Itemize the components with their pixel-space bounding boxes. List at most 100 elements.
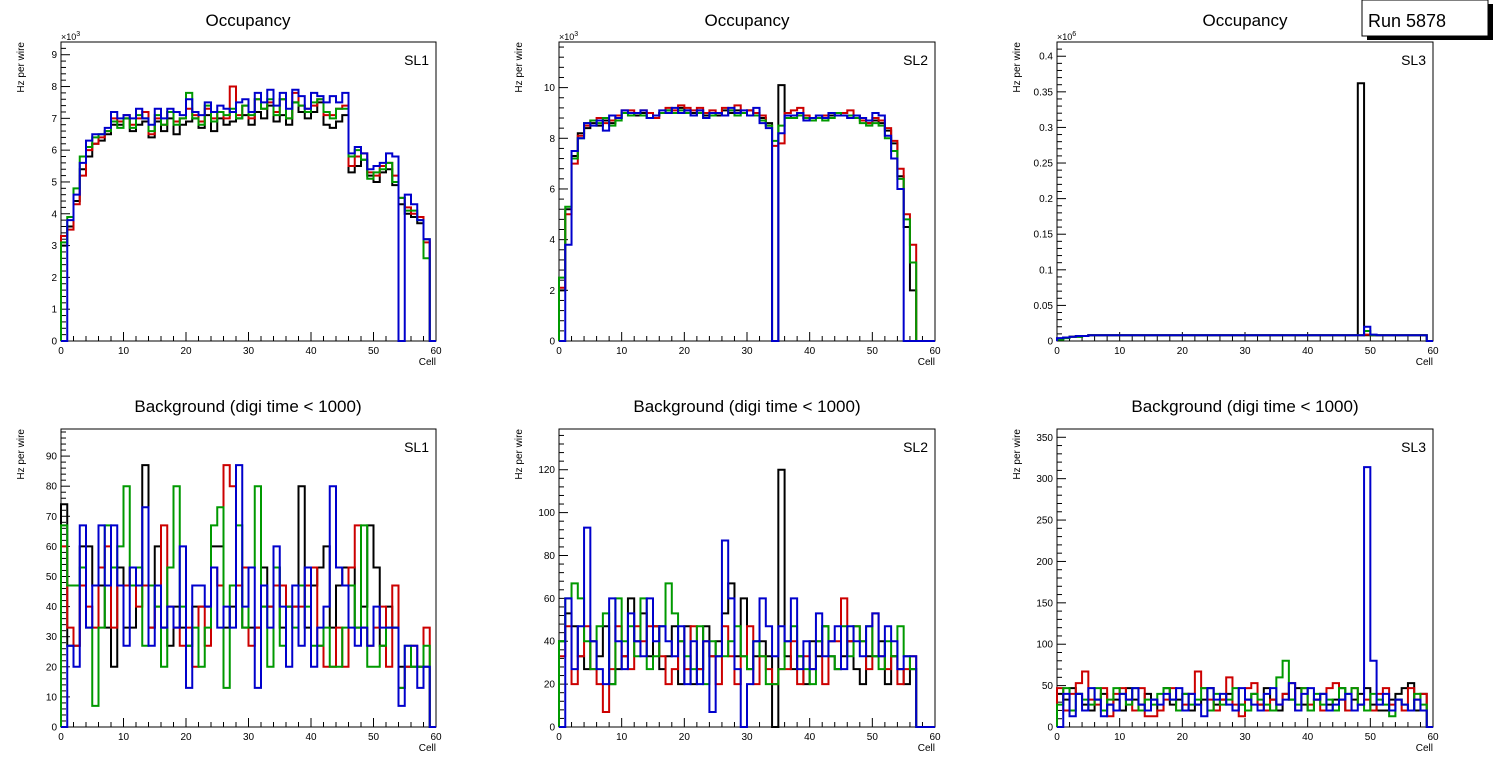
- y-exponent-base: ×10: [559, 32, 574, 42]
- histogram-series-layer-2: [558, 104, 935, 342]
- x-tick-label: 20: [1177, 732, 1189, 743]
- y-tick-label: 0: [549, 723, 555, 734]
- y-tick-label: 0.25: [1034, 159, 1054, 170]
- superlayer-label: SL1: [404, 52, 429, 68]
- y-tick-label: 50: [46, 572, 58, 583]
- y-tick-label: 20: [544, 680, 556, 691]
- y-tick-label: 80: [46, 482, 58, 493]
- x-tick-label: 40: [305, 732, 317, 743]
- x-tick-label: 10: [1114, 732, 1126, 743]
- y-exponent-base: ×10: [1057, 32, 1072, 42]
- y-tick-label: 0.3: [1039, 123, 1053, 134]
- y-exponent-power: 6: [1072, 31, 1076, 38]
- run-label-box: Run 5878: [1361, 0, 1493, 40]
- x-tick-label: 50: [368, 346, 380, 357]
- y-axis-label: Hz per wire: [16, 429, 27, 480]
- plot-frame: [1056, 41, 1434, 342]
- y-tick-label: 40: [46, 602, 58, 613]
- x-tick-label: 40: [1302, 732, 1314, 743]
- y-tick-label: 6: [51, 146, 57, 157]
- y-tick-label: 80: [544, 551, 556, 562]
- x-axis-label: Cell: [1416, 743, 1433, 754]
- histogram-series-layer-4: [1056, 325, 1433, 342]
- histogram-series-layer-3: [60, 91, 436, 342]
- panel-bkg_sl1: Background (digi time < 1000) 0 10 20 30 40 50…: [16, 397, 442, 754]
- y-tick-label: 4: [51, 209, 57, 220]
- histogram-series-layer-3: [558, 109, 935, 342]
- x-tick-label: 10: [1114, 346, 1126, 357]
- y-tick-label: 0: [1047, 337, 1053, 348]
- panel-title: Background (digi time < 1000): [1131, 397, 1358, 416]
- y-exponent-label: ×103: [559, 31, 578, 42]
- y-tick-label: 0.2: [1039, 194, 1053, 205]
- x-tick-label: 30: [1239, 346, 1251, 357]
- x-tick-label: 0: [556, 732, 562, 743]
- y-tick-label: 30: [46, 632, 58, 643]
- y-axis-label: Hz per wire: [514, 429, 525, 480]
- run-label: Run 5878: [1368, 11, 1446, 31]
- panel-bkg_sl2: Background (digi time < 1000) 0 10 20 30 40 50…: [514, 397, 941, 754]
- y-tick-label: 60: [46, 542, 58, 553]
- superlayer-label: SL1: [404, 439, 429, 455]
- x-tick-label: 60: [929, 346, 941, 357]
- histogram-series-layer-4: [1057, 466, 1433, 728]
- y-tick-label: 250: [1036, 516, 1053, 527]
- histogram-series-layer-4: [61, 464, 436, 728]
- plot-frame: [60, 41, 437, 342]
- y-tick-label: 350: [1036, 433, 1053, 444]
- y-exponent-label: ×103: [61, 31, 80, 42]
- y-tick-label: 70: [46, 512, 58, 523]
- x-tick-label: 10: [118, 346, 130, 357]
- y-tick-label: 0.05: [1034, 301, 1054, 312]
- y-exponent-power: 3: [76, 31, 80, 38]
- run-label-frame: [1361, 0, 1489, 37]
- y-tick-label: 50: [1042, 681, 1054, 692]
- x-tick-label: 30: [1239, 732, 1251, 743]
- y-tick-label: 0.15: [1034, 230, 1054, 241]
- y-tick-label: 0.35: [1034, 87, 1054, 98]
- x-tick-label: 30: [243, 732, 255, 743]
- x-tick-label: 50: [867, 346, 879, 357]
- histogram-series-layer-4: [559, 526, 935, 728]
- x-tick-label: 50: [1365, 732, 1377, 743]
- histogram-series-layer-4: [61, 88, 436, 342]
- x-tick-label: 50: [867, 732, 879, 743]
- x-tick-label: 40: [1302, 346, 1314, 357]
- panel-bkg_sl3: Background (digi time < 1000) 0 10 20 30 40 50…: [1012, 397, 1439, 754]
- histogram-series-layer-1: [60, 101, 436, 342]
- y-tick-label: 60: [544, 594, 556, 605]
- superlayer-label: SL3: [1401, 52, 1426, 68]
- x-tick-label: 0: [1054, 346, 1060, 357]
- plot-frame: [558, 41, 936, 342]
- y-tick-label: 120: [538, 465, 555, 476]
- y-tick-label: 0: [549, 337, 555, 348]
- y-exponent-label: ×106: [1057, 31, 1076, 42]
- y-tick-label: 9: [51, 50, 57, 61]
- histogram-series-layer-3: [1056, 659, 1433, 728]
- y-tick-label: 8: [51, 82, 57, 93]
- superlayer-label: SL2: [903, 52, 928, 68]
- panel-title: Occupancy: [1202, 11, 1288, 30]
- x-axis-label: Cell: [918, 357, 935, 368]
- y-tick-label: 90: [46, 452, 58, 463]
- x-tick-label: 20: [180, 732, 192, 743]
- y-tick-label: 10: [46, 692, 58, 703]
- x-tick-label: 40: [804, 346, 816, 357]
- y-tick-label: 8: [549, 134, 555, 145]
- x-tick-label: 50: [368, 732, 380, 743]
- histogram-series-layer-1: [1056, 82, 1433, 342]
- x-axis-label: Cell: [918, 743, 935, 754]
- x-tick-label: 40: [305, 346, 317, 357]
- y-tick-label: 6: [549, 184, 555, 195]
- panel-title: Occupancy: [704, 11, 790, 30]
- x-tick-label: 50: [1365, 346, 1377, 357]
- x-tick-label: 10: [616, 346, 628, 357]
- superlayer-label: SL3: [1401, 439, 1426, 455]
- x-tick-label: 20: [679, 732, 691, 743]
- y-tick-label: 0: [51, 723, 57, 734]
- y-tick-label: 0.4: [1039, 52, 1053, 63]
- y-tick-label: 100: [1036, 640, 1053, 651]
- panel-title: Background (digi time < 1000): [633, 397, 860, 416]
